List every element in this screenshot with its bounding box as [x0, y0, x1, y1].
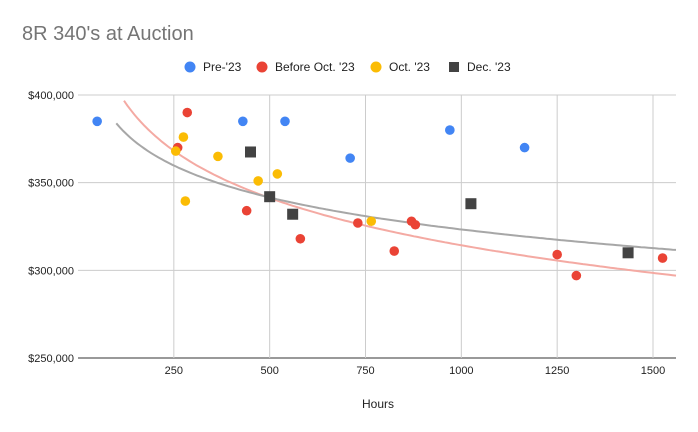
- data-point: [170, 146, 181, 156]
- legend-item[interactable]: Before Oct. '23: [256, 60, 355, 74]
- legend-item[interactable]: Oct. '23: [370, 60, 431, 74]
- x-tick-label: 1500: [641, 365, 665, 377]
- data-point: [280, 116, 290, 127]
- legend-item[interactable]: Dec. '23: [449, 60, 511, 74]
- y-tick-label: $350,000: [28, 178, 74, 190]
- data-point: [389, 246, 400, 256]
- data-point: [213, 151, 223, 162]
- data-points: [92, 107, 668, 281]
- y-tick-label: $250,000: [28, 353, 74, 365]
- grid: [78, 94, 676, 359]
- trendline: [123, 100, 677, 277]
- data-point: [571, 270, 582, 281]
- data-point: [264, 191, 276, 203]
- data-point: [657, 253, 668, 263]
- x-tick-label: 750: [356, 365, 374, 377]
- x-axis: 250 500 750 1000 1250 1500: [165, 365, 666, 377]
- data-point: [241, 205, 252, 216]
- data-point: [180, 196, 191, 206]
- x-tick-label: 1000: [449, 365, 473, 377]
- data-point: [353, 218, 363, 228]
- data-point: [178, 132, 189, 142]
- x-axis-label: Hours: [362, 397, 394, 411]
- legend-label: Pre-'23: [203, 60, 242, 74]
- x-tick-label: 1250: [545, 365, 569, 377]
- data-point: [366, 216, 377, 227]
- data-point: [622, 247, 634, 259]
- chart-title: 8R 340's at Auction: [22, 23, 194, 45]
- y-tick-label: $400,000: [28, 90, 74, 102]
- legend-label: Before Oct. '23: [275, 60, 355, 74]
- data-point: [552, 249, 562, 260]
- data-point: [345, 153, 355, 163]
- legend-marker: [184, 61, 196, 73]
- data-point: [445, 125, 455, 135]
- legend-item[interactable]: Pre-'23: [184, 60, 242, 74]
- y-tick-label: $300,000: [28, 265, 74, 277]
- data-point: [238, 116, 248, 127]
- data-point: [295, 233, 306, 244]
- trendlines: [115, 100, 677, 277]
- data-point: [519, 142, 530, 153]
- y-axis: $250,000 $300,000 $350,000 $400,000: [28, 90, 74, 365]
- data-point: [182, 107, 193, 118]
- legend[interactable]: Pre-'23 Before Oct. '23 Oct. '23 Dec. '23: [184, 60, 511, 74]
- legend-label: Dec. '23: [467, 60, 511, 74]
- data-point: [465, 198, 477, 210]
- data-point: [272, 169, 283, 179]
- data-point: [410, 219, 421, 230]
- trendline: [115, 122, 677, 251]
- legend-marker: [449, 62, 459, 72]
- x-tick-label: 250: [165, 365, 183, 377]
- legend-marker: [370, 61, 382, 73]
- data-point: [245, 146, 256, 158]
- data-point: [253, 176, 263, 186]
- legend-label: Oct. '23: [389, 60, 430, 74]
- legend-marker: [256, 61, 268, 73]
- data-point: [92, 116, 102, 127]
- data-point: [287, 208, 299, 220]
- x-tick-label: 500: [260, 365, 278, 377]
